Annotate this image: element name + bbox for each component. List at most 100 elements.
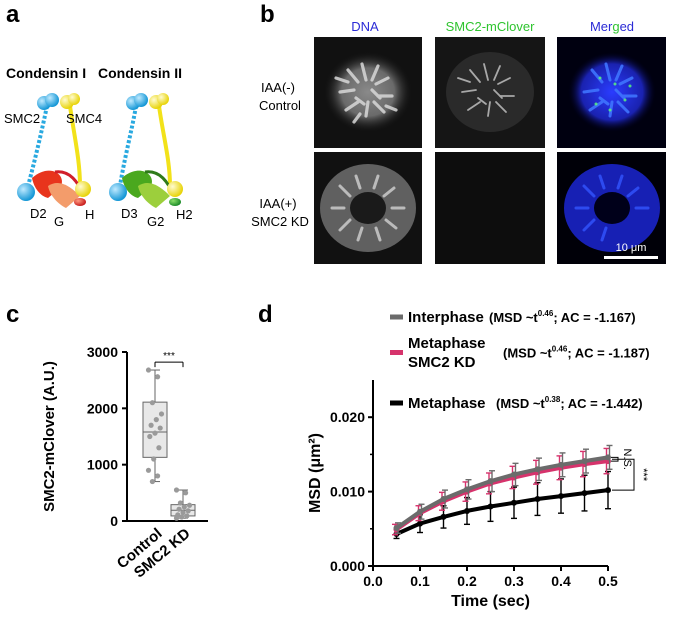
data-point	[534, 496, 541, 503]
x-tick-label: 0.2	[457, 573, 477, 589]
condensin-ii-diagram	[109, 93, 183, 208]
merged-header: Merged	[590, 19, 634, 34]
smc2-label: SMC2	[4, 111, 40, 126]
data-point	[158, 411, 165, 417]
data-point	[183, 490, 189, 496]
smc4-label: SMC4	[66, 111, 102, 126]
data-point	[152, 430, 158, 436]
y-axis-title: SMC2-mClover (A.U.)	[41, 361, 58, 512]
y-axis-title: MSD (μm²)	[307, 433, 324, 513]
legend-formula: (MSD ~t0.46; AC = -1.187)	[503, 345, 650, 361]
msd-legend: Interphase (MSD ~t0.46; AC = -1.167) Metap…	[390, 309, 650, 412]
series-line	[395, 488, 609, 536]
data-point	[184, 513, 190, 519]
data-point	[487, 503, 494, 510]
d3-label: D3	[121, 206, 138, 221]
legend-formula: (MSD ~t0.46; AC = -1.167)	[489, 309, 636, 325]
data-point	[186, 502, 193, 508]
data-point	[156, 445, 162, 451]
condensin-ii-title: Condensin II	[98, 65, 182, 81]
legend-name-2: SMC2 KD	[408, 354, 476, 371]
x-axis-title: Time (sec)	[451, 593, 530, 610]
data-point	[440, 513, 447, 520]
data-point	[464, 486, 470, 493]
y-tick-label: 1000	[87, 457, 118, 473]
sig-label: ***	[163, 351, 175, 362]
data-point	[148, 422, 154, 428]
micrograph-smc2-control	[435, 37, 545, 148]
data-point	[145, 467, 152, 473]
data-point	[393, 525, 400, 532]
data-point	[157, 425, 163, 431]
series-line	[395, 455, 609, 530]
data-point	[605, 487, 611, 494]
y-tick-label: 0	[110, 513, 118, 529]
micrograph-merged-control	[557, 37, 666, 148]
dna-header: DNA	[351, 19, 379, 34]
condensin-i-title: Condensin I	[6, 65, 86, 81]
d2-label: D2	[30, 206, 47, 221]
data-point	[511, 471, 517, 478]
row1-label-a: IAA(-)	[261, 80, 295, 95]
panel-c-label: c	[6, 301, 19, 328]
x-tick-label: 0.0	[363, 573, 383, 589]
panel-d-label: d	[258, 301, 273, 328]
sig-bracket	[612, 458, 635, 491]
data-point	[185, 508, 191, 514]
y-tick-label: 0.000	[330, 558, 365, 574]
data-point	[179, 514, 185, 520]
data-point	[605, 454, 611, 461]
x-tick-label: 0.3	[504, 573, 524, 589]
box	[142, 401, 168, 458]
sig-label: ***	[637, 468, 649, 482]
h-label: H	[85, 207, 94, 222]
g2-label: G2	[147, 214, 164, 229]
h2-label: H2	[176, 207, 193, 222]
data-point	[153, 417, 159, 423]
data-point	[534, 466, 541, 473]
data-point	[417, 520, 423, 527]
data-point	[145, 367, 152, 373]
legend-name: Metaphase	[408, 395, 486, 412]
data-point	[581, 458, 588, 465]
data-point	[464, 507, 470, 514]
data-point	[176, 506, 182, 512]
data-point	[147, 433, 153, 440]
x-tick-label: 0.4	[551, 573, 571, 589]
data-point	[558, 461, 564, 468]
data-point	[440, 496, 447, 503]
data-point	[181, 504, 187, 510]
data-point	[417, 508, 423, 515]
y-tick-label: 0.020	[330, 409, 365, 425]
micrograph-smc2-kd	[435, 152, 545, 264]
data-point	[173, 487, 180, 493]
scale-bar-label: 10 μm	[616, 242, 647, 254]
data-point	[149, 400, 155, 406]
micrograph-dna-control	[314, 37, 422, 148]
y-tick-label: 3000	[87, 344, 118, 360]
row1-label-b: Control	[259, 98, 301, 113]
data-point	[149, 478, 155, 485]
msd-line-chart: 0.000 0.010 0.020 0.0 0.1 0.2 0.3 0.4 0.5 Time (s…	[307, 380, 649, 610]
data-point	[511, 499, 517, 506]
g-label: G	[54, 214, 64, 229]
x-tick-label: 0.5	[598, 573, 618, 589]
condensin-i-diagram	[17, 93, 91, 208]
data-point	[487, 478, 494, 485]
x-tick-label: 0.1	[410, 573, 430, 589]
data-point	[558, 493, 564, 500]
smc2-mclover-header: SMC2-mClover	[446, 19, 536, 34]
y-tick-label: 2000	[87, 400, 118, 416]
scale-bar	[604, 256, 658, 259]
data-point	[151, 456, 157, 462]
panel-a-label: a	[6, 1, 20, 28]
data-point	[155, 473, 161, 479]
legend-formula: (MSD ~t0.38; AC = -1.442)	[496, 395, 643, 411]
data-point	[581, 490, 588, 497]
micrograph-dna-kd	[314, 152, 422, 264]
legend-name: Interphase	[408, 309, 484, 326]
data-point	[155, 374, 161, 380]
row2-label-b: SMC2 KD	[251, 214, 309, 229]
data-point	[180, 509, 186, 516]
